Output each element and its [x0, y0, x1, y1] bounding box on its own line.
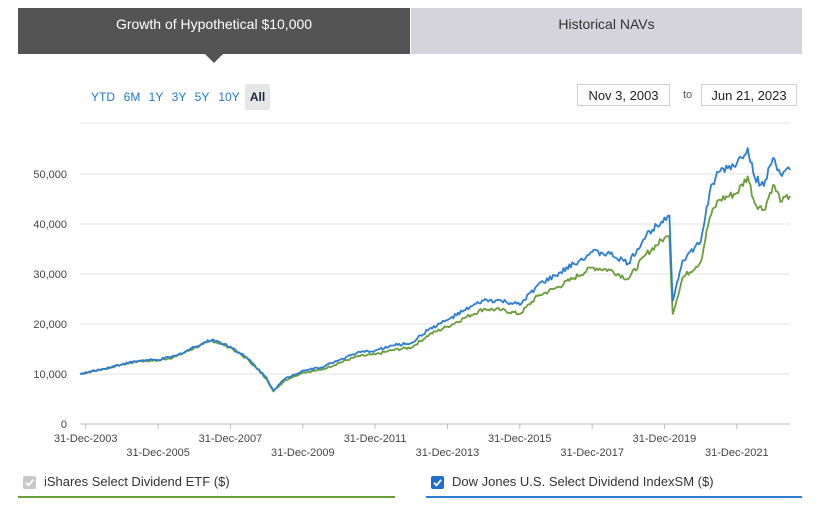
x-tick-label: 31-Dec-2009: [271, 447, 335, 459]
legend-checkbox-ishares[interactable]: [23, 476, 36, 489]
range-5y-button[interactable]: 5Y: [194, 90, 210, 104]
check-icon: [25, 479, 34, 487]
range-1y-button[interactable]: 1Y: [148, 90, 164, 104]
range-6m-button[interactable]: 6M: [123, 90, 141, 104]
x-tick-label: 31-Dec-2003: [54, 433, 118, 445]
y-tick-label: 0: [61, 419, 67, 431]
y-tick-label: 30,000: [33, 269, 67, 281]
x-tick-label: 31-Dec-2011: [344, 433, 407, 445]
y-tick-label: 50,000: [33, 169, 67, 181]
x-tick-label: 31-Dec-2015: [488, 433, 552, 445]
legend-item-ishares[interactable]: iShares Select Dividend ETF ($): [18, 470, 395, 498]
legend-label-dow-jones: Dow Jones U.S. Select Dividend IndexSM (…: [452, 474, 714, 489]
y-tick-label: 40,000: [33, 219, 67, 231]
range-3y-button[interactable]: 3Y: [171, 90, 187, 104]
x-tick-label: 31-Dec-2005: [126, 447, 190, 459]
series-line-ishares: [79, 175, 791, 393]
legend-checkbox-dow-jones[interactable]: [431, 476, 444, 489]
date-to-label: to: [683, 89, 693, 101]
check-icon: [433, 479, 442, 487]
series-line-dow-jones: [79, 147, 791, 392]
x-tick-label: 31-Dec-2007: [199, 433, 263, 445]
range-ytd-button[interactable]: YTD: [91, 90, 115, 104]
x-tick-label: 31-Dec-2021: [705, 447, 769, 459]
series-lines: [79, 147, 791, 393]
legend-underline-dow-jones: [426, 496, 802, 498]
tab-historical-navs[interactable]: Historical NAVs: [411, 8, 802, 54]
start-date-input[interactable]: Nov 3, 2003: [577, 84, 670, 106]
x-tick-label: 31-Dec-2019: [633, 433, 697, 445]
range-10y-button[interactable]: 10Y: [218, 90, 240, 104]
growth-line-chart: 0 10,000 20,000 30,000 40,000 50,000 31-Dec-2…: [33, 122, 791, 459]
y-tick-label: 20,000: [33, 319, 67, 331]
legend-underline-ishares: [18, 496, 395, 498]
legend-label-ishares: iShares Select Dividend ETF ($): [44, 474, 230, 489]
end-date-input[interactable]: Jun 21, 2023: [701, 84, 797, 106]
legend-item-dow-jones[interactable]: Dow Jones U.S. Select Dividend IndexSM (…: [426, 470, 802, 498]
x-tick-label: 31-Dec-2013: [416, 447, 480, 459]
y-axis: 0 10,000 20,000 30,000 40,000 50,000: [33, 169, 67, 431]
grid-lines: [80, 122, 790, 425]
active-tab-caret: [205, 54, 223, 63]
range-all-button[interactable]: All: [245, 84, 270, 110]
x-tick-label: 31-Dec-2017: [560, 447, 624, 459]
y-tick-label: 10,000: [33, 369, 67, 381]
x-axis: 31-Dec-2003 31-Dec-2005 31-Dec-2007 31-Dec-…: [54, 423, 790, 459]
chart-tabs: Growth of Hypothetical $10,000 Historica…: [18, 8, 802, 63]
tab-growth-of-10000[interactable]: Growth of Hypothetical $10,000: [18, 8, 410, 54]
